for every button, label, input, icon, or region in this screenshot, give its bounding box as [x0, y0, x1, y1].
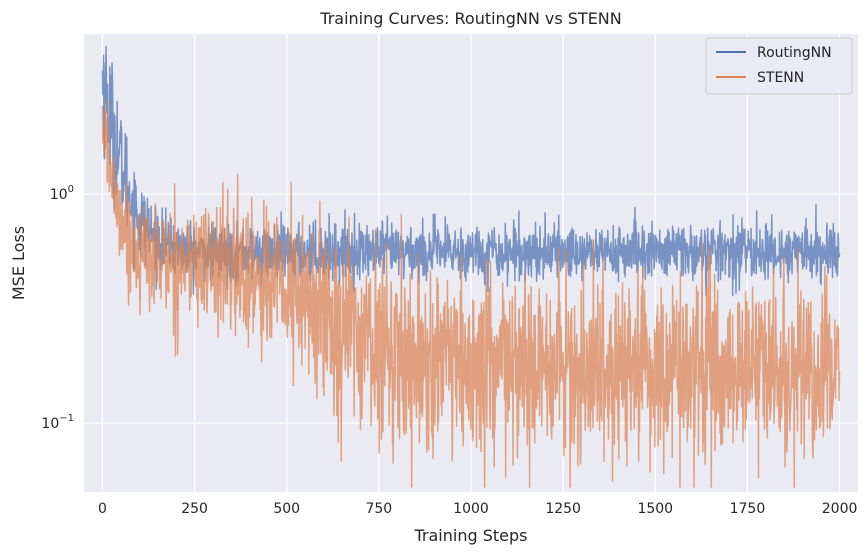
y-axis-title: MSE Loss [9, 226, 28, 300]
legend: RoutingNN STENN [705, 37, 853, 95]
y-tick-labels: 100 10−1 [41, 184, 74, 432]
x-tick-label: 500 [273, 501, 300, 517]
x-tick-label: 750 [365, 501, 392, 517]
chart-title: Training Curves: RoutingNN vs STENN [319, 9, 621, 28]
x-tick-label: 1000 [453, 501, 489, 517]
y-tick-label: 10−1 [41, 413, 74, 432]
x-tick-label: 1250 [545, 501, 581, 517]
x-tick-label: 0 [98, 501, 107, 517]
legend-label-stenn: STENN [757, 70, 804, 86]
x-tick-label: 2000 [822, 501, 858, 517]
y-tick-label: 100 [50, 184, 74, 203]
x-tick-label: 1500 [637, 501, 673, 517]
x-axis-title: Training Steps [414, 526, 528, 545]
legend-label-routingnn: RoutingNN [757, 45, 832, 61]
x-tick-labels: 0 250 500 750 1000 1250 1500 1750 2000 [98, 501, 857, 517]
series-line-stenn [101, 99, 841, 488]
x-tick-label: 1750 [730, 501, 766, 517]
series-lines [101, 46, 841, 488]
x-tick-label: 250 [181, 501, 208, 517]
